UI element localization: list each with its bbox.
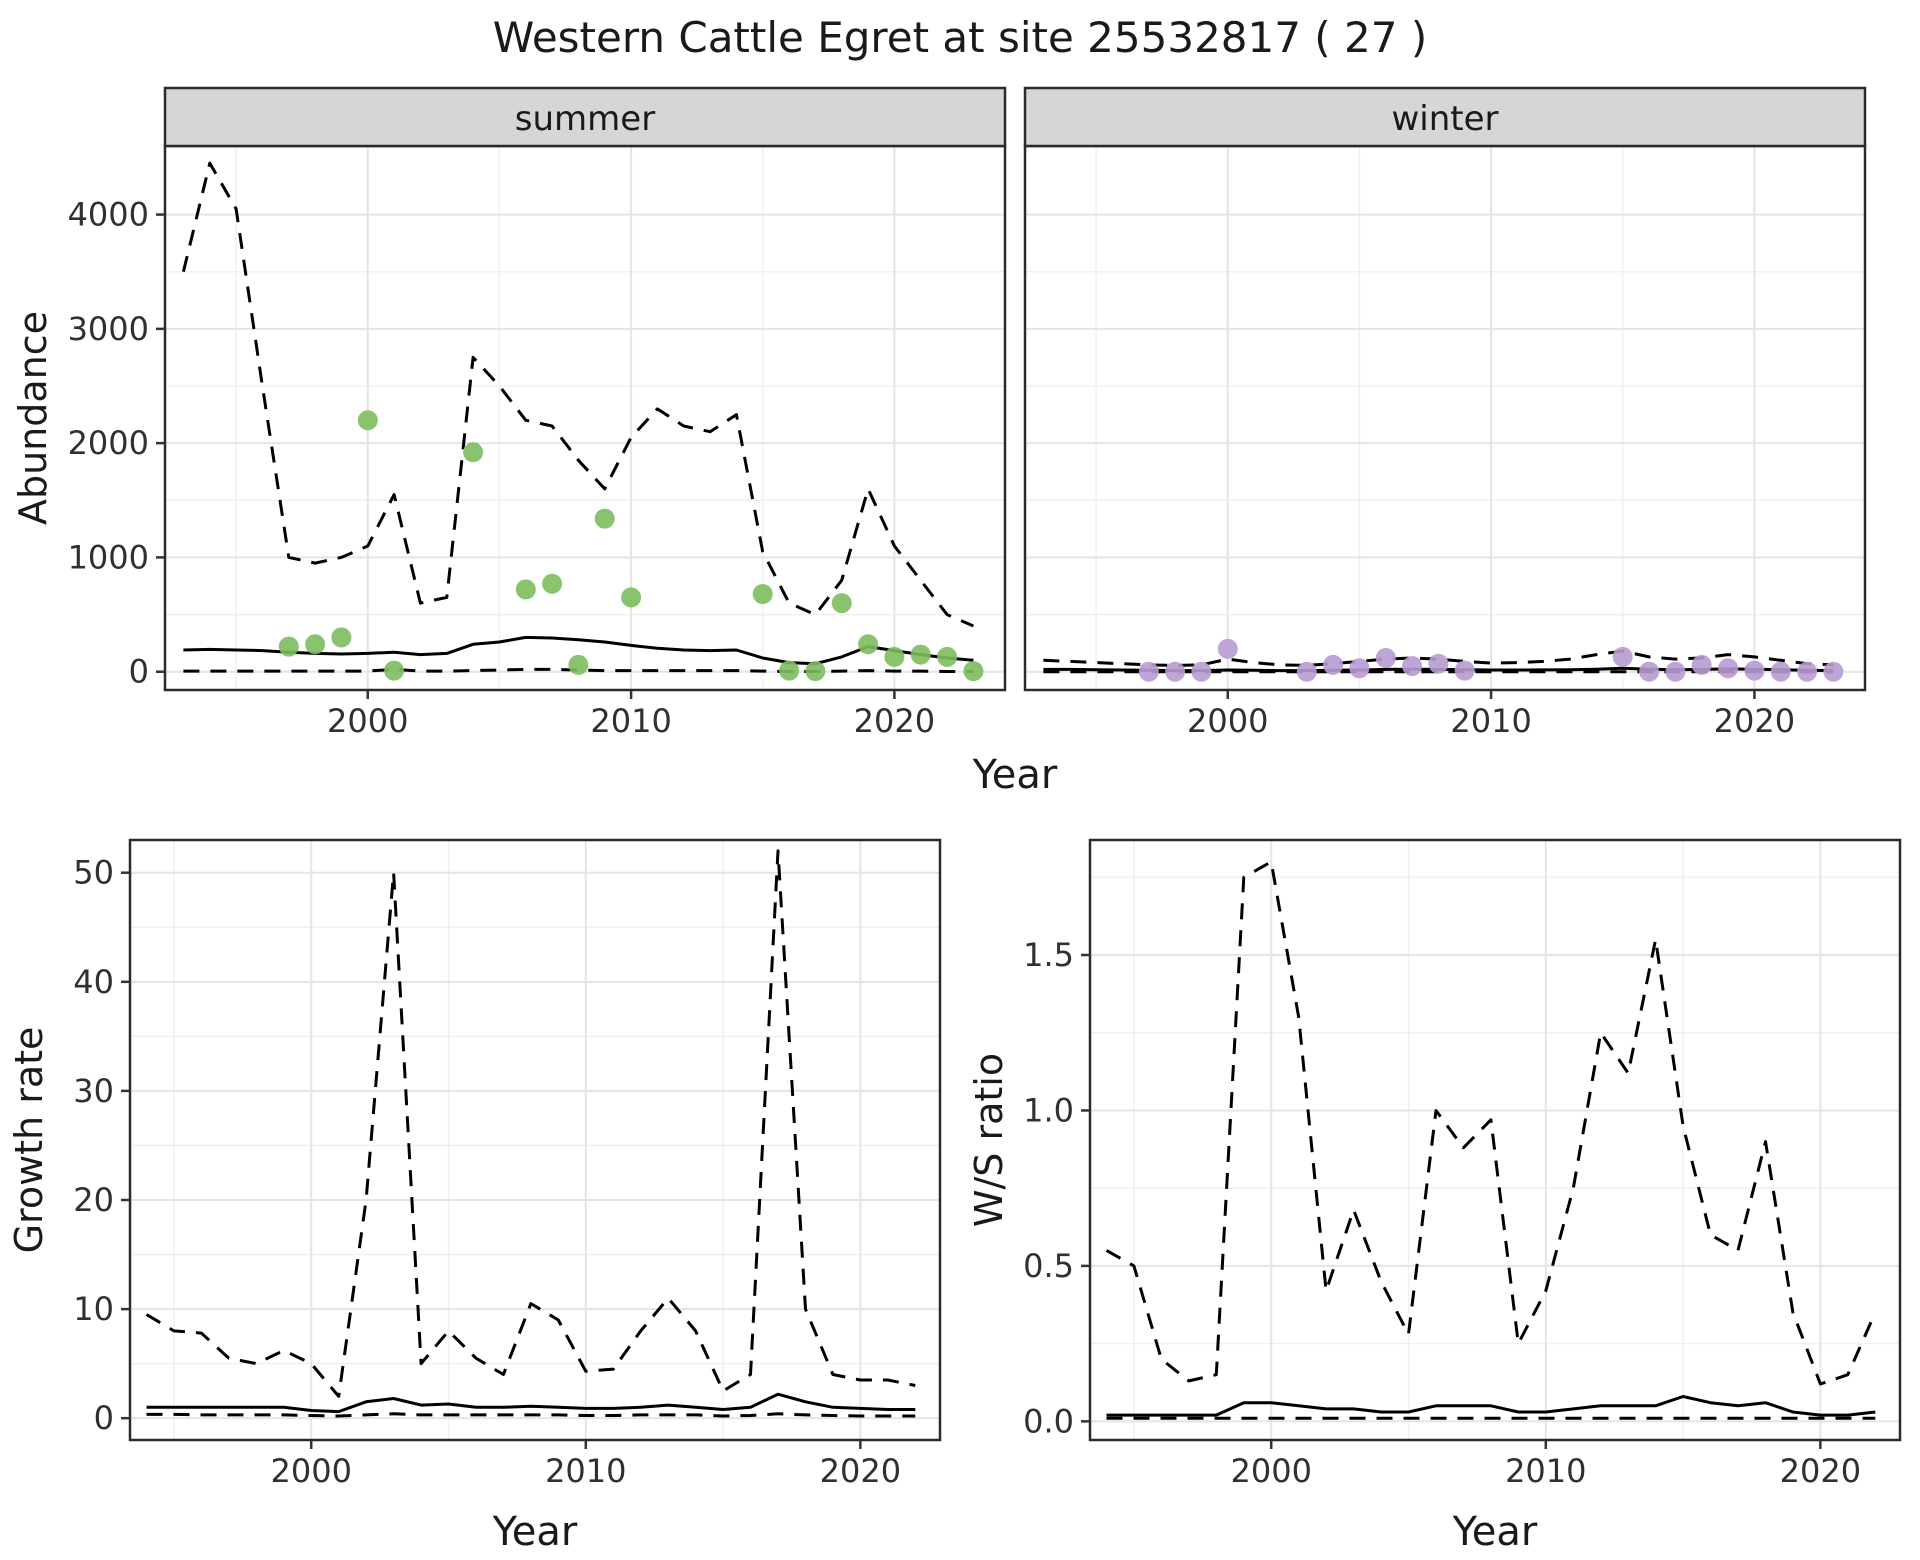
x-tick-label: 2020	[1780, 1452, 1861, 1490]
observation-point	[1718, 658, 1739, 679]
observation-point	[1797, 661, 1818, 682]
y-tick-label: 2000	[68, 424, 149, 462]
lower-ci-dashed-line	[183, 667, 974, 673]
panel-background	[130, 840, 940, 1440]
observation-point	[621, 587, 642, 608]
observation-point	[752, 584, 773, 604]
observation-point	[1191, 661, 1212, 682]
growth-y-axis-label: Growth rate	[7, 1027, 51, 1254]
abundance-x-axis-label: Year	[972, 752, 1058, 798]
facet-label-summer: summer	[515, 99, 655, 139]
ws-ratio-y-axis-label: W/S ratio	[967, 1053, 1011, 1227]
observation-point	[884, 646, 905, 667]
x-tick-label: 2000	[1187, 702, 1268, 740]
y-tick-label: 1.0	[1023, 1091, 1074, 1129]
y-tick-label: 3000	[68, 310, 149, 348]
observation-point	[910, 644, 931, 665]
observation-point	[805, 661, 826, 682]
observation-point	[594, 508, 615, 529]
upper-ci-dashed-line	[145, 849, 916, 1398]
y-tick-label: 0.0	[1023, 1402, 1074, 1440]
observation-point	[1691, 654, 1712, 675]
observation-point	[331, 627, 352, 648]
median-solid-line	[1106, 1395, 1876, 1417]
panel-border	[128, 838, 942, 1442]
panel-background	[1025, 146, 1865, 690]
observation-point	[357, 410, 378, 431]
facet-strip	[1023, 86, 1867, 148]
observation-point	[963, 661, 984, 682]
observation-point	[542, 573, 563, 594]
abundance-y-axis-label: Abundance	[11, 311, 55, 525]
x-tick-label: 2010	[1505, 1452, 1586, 1490]
facet-strip	[163, 86, 1007, 148]
observation-point	[1612, 646, 1633, 667]
y-tick-label: 0	[129, 653, 149, 691]
x-tick-label: 2010	[1450, 702, 1531, 740]
x-tick-label: 2000	[327, 702, 408, 740]
panel-background	[1090, 840, 1900, 1440]
y-tick-label: 30	[73, 1072, 114, 1110]
observation-point	[1349, 658, 1370, 679]
observation-point	[779, 660, 800, 681]
x-tick-label: 2020	[820, 1452, 901, 1490]
observation-point	[1823, 661, 1844, 682]
observation-point	[568, 654, 589, 675]
y-tick-label: 20	[73, 1181, 114, 1219]
x-tick-label: 2000	[1231, 1452, 1312, 1490]
page-title: Western Cattle Egret at site 25532817 ( …	[493, 13, 1427, 62]
y-tick-label: 50	[73, 854, 114, 892]
observation-point	[831, 593, 852, 614]
y-tick-label: 1000	[68, 538, 149, 576]
y-tick-label: 4000	[68, 196, 149, 234]
y-tick-label: 0.5	[1023, 1247, 1074, 1285]
ws-ratio-x-axis-label: Year	[1452, 1509, 1538, 1555]
observation-point	[1428, 653, 1449, 674]
observation-point	[278, 636, 299, 657]
observation-point	[1454, 660, 1475, 681]
observation-point	[305, 634, 326, 655]
growth-x-axis-label: Year	[492, 1509, 578, 1555]
panel-background	[165, 146, 1005, 690]
facet-label-winter: winter	[1391, 99, 1498, 139]
observation-point	[937, 646, 958, 667]
y-tick-label: 10	[73, 1290, 114, 1328]
observation-point	[1165, 661, 1186, 682]
observation-point	[1375, 648, 1396, 668]
panel-border	[1088, 838, 1902, 1442]
upper-ci-dashed-line	[1105, 860, 1877, 1386]
x-tick-label: 2020	[1714, 702, 1795, 740]
observation-point	[1323, 654, 1344, 675]
observation-point	[1296, 661, 1317, 682]
observation-point	[463, 442, 484, 463]
observation-point	[1217, 638, 1238, 659]
y-tick-label: 0	[94, 1399, 114, 1437]
x-tick-label: 2010	[590, 702, 671, 740]
upper-ci-dashed-line	[181, 161, 974, 628]
observation-point	[515, 579, 536, 600]
observation-point	[384, 660, 405, 681]
x-tick-label: 2000	[271, 1452, 352, 1490]
x-tick-label: 2020	[854, 702, 935, 740]
median-solid-line	[146, 1392, 916, 1414]
observation-point	[1639, 661, 1660, 682]
y-tick-label: 40	[73, 963, 114, 1001]
observation-point	[1744, 660, 1765, 681]
observation-point	[1770, 661, 1791, 682]
observation-point	[858, 634, 879, 655]
observation-point	[1402, 656, 1423, 676]
observation-point	[1665, 661, 1686, 682]
lower-ci-dashed-line	[146, 1412, 916, 1418]
x-tick-label: 2010	[545, 1452, 626, 1490]
y-tick-label: 1.5	[1023, 936, 1074, 974]
observation-point	[1138, 661, 1159, 682]
